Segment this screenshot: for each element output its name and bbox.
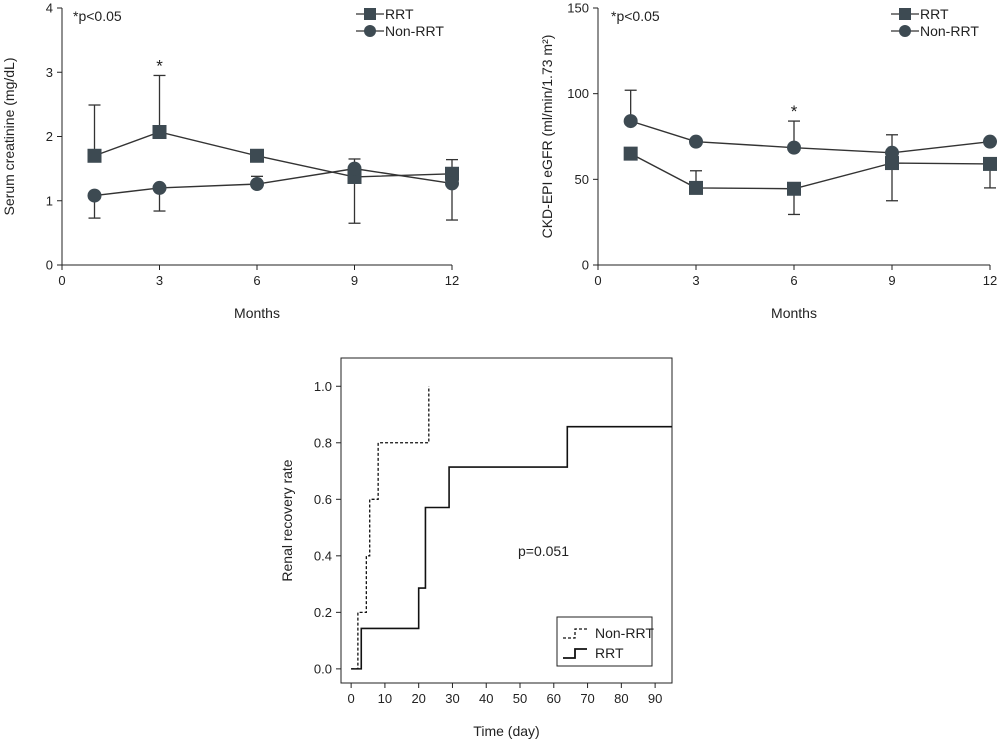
y-tick-label: 0.4 — [314, 548, 332, 563]
x-tick-label: 12 — [445, 273, 459, 288]
data-point-non-rrt — [152, 180, 167, 195]
data-point-non-rrt — [623, 114, 638, 129]
x-axis-label: Months — [771, 305, 817, 321]
x-tick-label: 10 — [378, 691, 392, 706]
data-point-non-rrt — [885, 145, 899, 160]
data-point-non-rrt — [787, 140, 801, 155]
data-point-rrt — [885, 156, 899, 171]
legend: Non-RRT RRT — [556, 616, 654, 667]
x-tick-label: 3 — [156, 273, 163, 288]
series-line-non-rrt — [630, 120, 991, 154]
data-point-rrt — [87, 148, 102, 163]
data-point-rrt — [623, 146, 638, 161]
y-tick-label: 4 — [46, 1, 53, 16]
legend-label: RRT — [595, 645, 624, 661]
legend-label: RRT — [385, 6, 414, 22]
legend-marker-square — [364, 8, 376, 20]
x-tick-label: 6 — [253, 273, 260, 288]
legend-swatch-non-rrt — [563, 628, 587, 639]
x-tick-label: 0 — [58, 273, 65, 288]
x-tick-label: 90 — [648, 691, 662, 706]
y-tick-label: 1.0 — [314, 379, 332, 394]
x-tick-label: 40 — [479, 691, 493, 706]
x-axis-label: Months — [234, 305, 280, 321]
data-point-non-rrt — [250, 177, 264, 192]
x-tick-label: 60 — [547, 691, 561, 706]
data-point-non-rrt — [689, 134, 703, 149]
data-point-non-rrt — [983, 134, 997, 149]
significance-marker: * — [791, 102, 798, 121]
x-tick-label: 9 — [351, 273, 358, 288]
y-tick-label: 100 — [567, 86, 589, 101]
x-tick-label: 0 — [594, 273, 601, 288]
x-tick-label: 80 — [614, 691, 628, 706]
y-tick-label: 0 — [46, 258, 53, 273]
chart-egfr: 0 3 6 9 12 0 50 100 150 Months CKD-EPI eGFR (ml/mi… — [539, 1, 997, 322]
y-tick-label: 1 — [46, 193, 53, 208]
data-point-rrt — [689, 180, 703, 195]
data-point-non-rrt — [87, 188, 102, 203]
y-tick-label: 0.8 — [314, 435, 332, 450]
step-line-non-rrt — [351, 386, 430, 670]
data-point-rrt — [983, 156, 997, 171]
x-tick-label: 20 — [411, 691, 425, 706]
y-axis-label: Serum creatinine (mg/dL) — [1, 58, 17, 216]
x-axis-label: Time (day) — [473, 723, 539, 739]
y-tick-label: 0.0 — [314, 661, 332, 676]
legend-label: Non-RRT — [385, 23, 444, 39]
x-tick-label: 30 — [445, 691, 459, 706]
data-point-non-rrt — [445, 176, 459, 191]
y-tick-label: 50 — [575, 172, 589, 187]
legend-swatch-rrt — [563, 648, 587, 659]
x-tick-label: 12 — [983, 273, 997, 288]
data-point-non-rrt — [347, 161, 362, 176]
series-line-rrt — [94, 131, 453, 178]
x-tick-label: 6 — [790, 273, 797, 288]
legend-marker-circle — [364, 25, 376, 37]
significance-note: *p<0.05 — [611, 8, 660, 24]
y-tick-label: 0.6 — [314, 492, 332, 507]
y-tick-label: 0 — [582, 258, 589, 273]
y-tick-label: 0.2 — [314, 605, 332, 620]
x-tick-label: 0 — [348, 691, 355, 706]
x-tick-label: 9 — [888, 273, 895, 288]
data-point-rrt — [250, 148, 264, 163]
legend-marker-square — [899, 8, 911, 20]
plot-frame — [340, 357, 673, 684]
p-value-label: p=0.051 — [518, 543, 569, 559]
data-point-rrt — [787, 181, 801, 196]
significance-note: *p<0.05 — [73, 8, 122, 24]
y-tick-label: 3 — [46, 65, 53, 80]
data-point-rrt — [445, 166, 459, 181]
legend-marker-circle — [899, 25, 911, 37]
legend-label: Non-RRT — [920, 23, 979, 39]
x-tick-label: 3 — [692, 273, 699, 288]
y-axis-label: CKD-EPI eGFR (ml/min/1.73 m²) — [539, 35, 555, 239]
x-tick-label: 70 — [580, 691, 594, 706]
series-line-non-rrt — [94, 167, 453, 197]
significance-marker: * — [156, 56, 163, 75]
step-line-rrt — [351, 425, 672, 670]
y-tick-label: 2 — [46, 129, 53, 144]
legend-label: Non-RRT — [595, 625, 654, 641]
y-axis-label: Renal recovery rate — [279, 459, 295, 581]
data-point-rrt — [152, 125, 167, 140]
legend-label: RRT — [920, 6, 949, 22]
x-tick-label: 50 — [513, 691, 527, 706]
y-tick-label: 150 — [567, 1, 589, 16]
chart-recovery: 0 10 20 30 40 50 60 70 80 90 0.0 0.2 0.4 0.6 0.8 1.0 Tim… — [279, 357, 673, 739]
series-line-rrt — [630, 153, 991, 190]
